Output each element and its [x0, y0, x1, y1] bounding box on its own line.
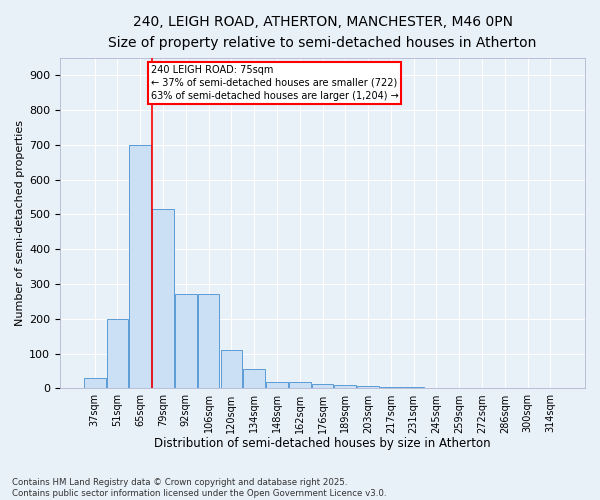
- Bar: [152, 209, 174, 388]
- Bar: [84, 378, 106, 388]
- Title: 240, LEIGH ROAD, ATHERTON, MANCHESTER, M46 0PN
Size of property relative to semi: 240, LEIGH ROAD, ATHERTON, MANCHESTER, M…: [109, 15, 536, 50]
- Text: 240 LEIGH ROAD: 75sqm
← 37% of semi-detached houses are smaller (722)
63% of sem: 240 LEIGH ROAD: 75sqm ← 37% of semi-deta…: [151, 64, 398, 101]
- Bar: [244, 370, 265, 388]
- Y-axis label: Number of semi-detached properties: Number of semi-detached properties: [15, 120, 25, 326]
- Bar: [289, 382, 311, 388]
- Bar: [221, 350, 242, 389]
- Bar: [198, 294, 220, 388]
- Bar: [107, 319, 128, 388]
- Bar: [380, 387, 401, 388]
- X-axis label: Distribution of semi-detached houses by size in Atherton: Distribution of semi-detached houses by …: [154, 437, 491, 450]
- Bar: [357, 386, 379, 388]
- Bar: [311, 384, 334, 388]
- Bar: [334, 385, 356, 388]
- Bar: [130, 145, 151, 388]
- Text: Contains HM Land Registry data © Crown copyright and database right 2025.
Contai: Contains HM Land Registry data © Crown c…: [12, 478, 386, 498]
- Bar: [266, 382, 288, 388]
- Bar: [175, 294, 197, 388]
